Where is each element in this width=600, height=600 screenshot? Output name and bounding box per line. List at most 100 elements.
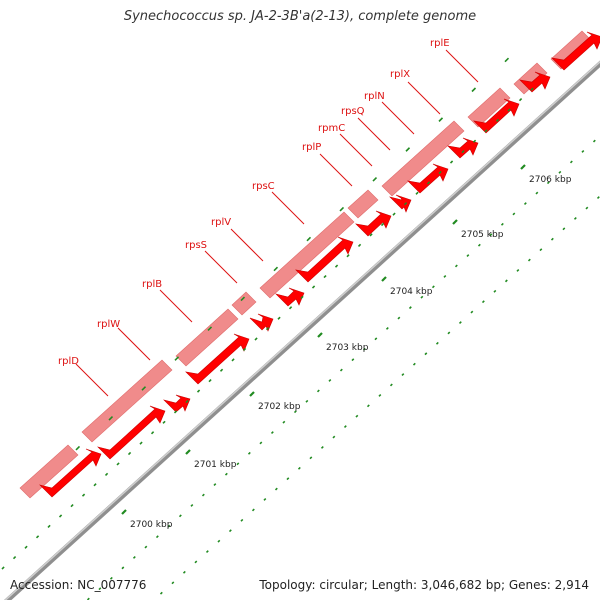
gene-block[interactable]	[81, 359, 173, 443]
tick-mark	[109, 576, 113, 580]
tick-mark	[461, 150, 465, 154]
major-tick	[185, 449, 191, 455]
tick-mark	[297, 466, 301, 470]
tick-mark	[70, 503, 74, 508]
tick-mark	[438, 117, 444, 122]
tick-mark	[380, 222, 385, 227]
tick-mark	[182, 570, 186, 574]
gene-label-rplB[interactable]: rplB	[142, 279, 162, 290]
tick-mark	[372, 177, 378, 182]
gene-block[interactable]	[513, 62, 548, 95]
genome-summary: Topology: circular; Length: 3,046,682 bp…	[259, 578, 589, 592]
callout-line	[204, 250, 238, 284]
gene-label-rplN[interactable]: rplN	[364, 91, 385, 102]
accession-label: Accession: NC_007776	[10, 578, 147, 592]
tick-mark	[155, 535, 159, 539]
tick-mark	[159, 591, 163, 595]
reverse-track	[39, 31, 600, 498]
tick-mark	[512, 212, 516, 216]
gene-arrow[interactable]	[407, 163, 449, 194]
gene-arrow[interactable]	[295, 236, 354, 283]
tick-mark	[139, 441, 143, 445]
gene-label-rplP[interactable]: rplP	[302, 142, 321, 153]
tick-mark	[201, 493, 205, 497]
gene-label-rplV[interactable]: rplV	[211, 217, 231, 228]
tick-mark	[546, 181, 550, 185]
gene-arrow[interactable]	[249, 313, 274, 332]
gene-label-rpmC[interactable]: rpmC	[318, 123, 345, 134]
tick-mark	[424, 352, 428, 356]
gene-label-rplX[interactable]: rplX	[390, 69, 410, 80]
tick-mark	[247, 451, 251, 455]
tick-mark	[504, 279, 508, 283]
tick-mark	[397, 316, 401, 320]
gene-arrow[interactable]	[473, 98, 520, 134]
tick-mark	[208, 379, 212, 383]
tick-mark	[504, 57, 510, 63]
tick-mark	[392, 212, 396, 216]
tick-mark	[132, 556, 136, 559]
callout-line	[159, 289, 193, 323]
gene-arrow[interactable]	[39, 448, 102, 498]
gene-arrow[interactable]	[447, 137, 479, 159]
tick-mark	[274, 487, 278, 491]
tick-mark	[240, 296, 246, 302]
tick-mark	[332, 435, 336, 439]
gene-arrow[interactable]	[551, 31, 600, 71]
genome-title: Synechococcus sp. JA-2-3B'a(2-13), compl…	[123, 9, 477, 24]
tick-mark	[121, 566, 125, 570]
gene-block[interactable]	[231, 291, 257, 316]
tick-mark	[518, 97, 523, 102]
tick-mark	[489, 233, 493, 237]
tick-mark	[47, 524, 51, 529]
major-tick	[520, 164, 526, 170]
forward-track	[19, 30, 593, 499]
tick-mark	[277, 316, 281, 320]
gene-label-rpsC[interactable]: rpsC	[252, 181, 275, 192]
gene-label-rplD[interactable]: rplD	[58, 356, 79, 367]
gene-block[interactable]	[259, 211, 355, 299]
tick-mark	[194, 560, 198, 564]
gene-arrow[interactable]	[519, 71, 551, 93]
tick-mark	[236, 462, 240, 466]
tick-mark	[369, 233, 373, 237]
tick-mark	[282, 420, 286, 424]
gene-arrow[interactable]	[163, 394, 191, 413]
gene-arrow[interactable]	[389, 194, 412, 213]
tick-mark	[205, 550, 209, 553]
tick-marks	[1, 57, 600, 600]
gene-label-rpsS[interactable]: rpsS	[185, 240, 207, 251]
tick-mark	[443, 274, 447, 278]
gene-arrow[interactable]	[185, 333, 250, 385]
tick-mark	[558, 170, 562, 174]
tick-mark	[426, 181, 431, 185]
gene-block[interactable]	[19, 444, 79, 499]
gene-label-rplW[interactable]: rplW	[97, 319, 120, 330]
gene-block[interactable]	[347, 189, 379, 219]
gene-block[interactable]	[381, 120, 465, 197]
callout-line	[445, 49, 479, 83]
tick-mark	[408, 306, 412, 310]
gene-arrow[interactable]	[275, 287, 305, 307]
tick-mark	[454, 264, 458, 268]
tick-mark	[217, 539, 221, 543]
tick-mark	[231, 358, 235, 362]
gene-label-rpsQ[interactable]: rpsQ	[341, 106, 365, 117]
gene-label-rplE[interactable]: rplE	[430, 38, 450, 49]
callout-line	[319, 153, 353, 187]
tick-mark	[93, 483, 97, 487]
tick-mark	[240, 518, 244, 522]
gene-block[interactable]	[175, 308, 239, 367]
gene-arrow[interactable]	[355, 210, 392, 237]
tick-mark	[273, 266, 279, 272]
tick-mark	[306, 236, 312, 242]
tick-mark	[293, 410, 297, 414]
gene-block[interactable]	[467, 87, 511, 128]
tick-mark	[288, 306, 293, 310]
tick-mark	[300, 295, 304, 299]
tick-mark	[449, 160, 454, 164]
tick-mark	[472, 139, 477, 143]
tick-mark	[104, 472, 109, 476]
gene-arrow[interactable]	[97, 405, 166, 460]
